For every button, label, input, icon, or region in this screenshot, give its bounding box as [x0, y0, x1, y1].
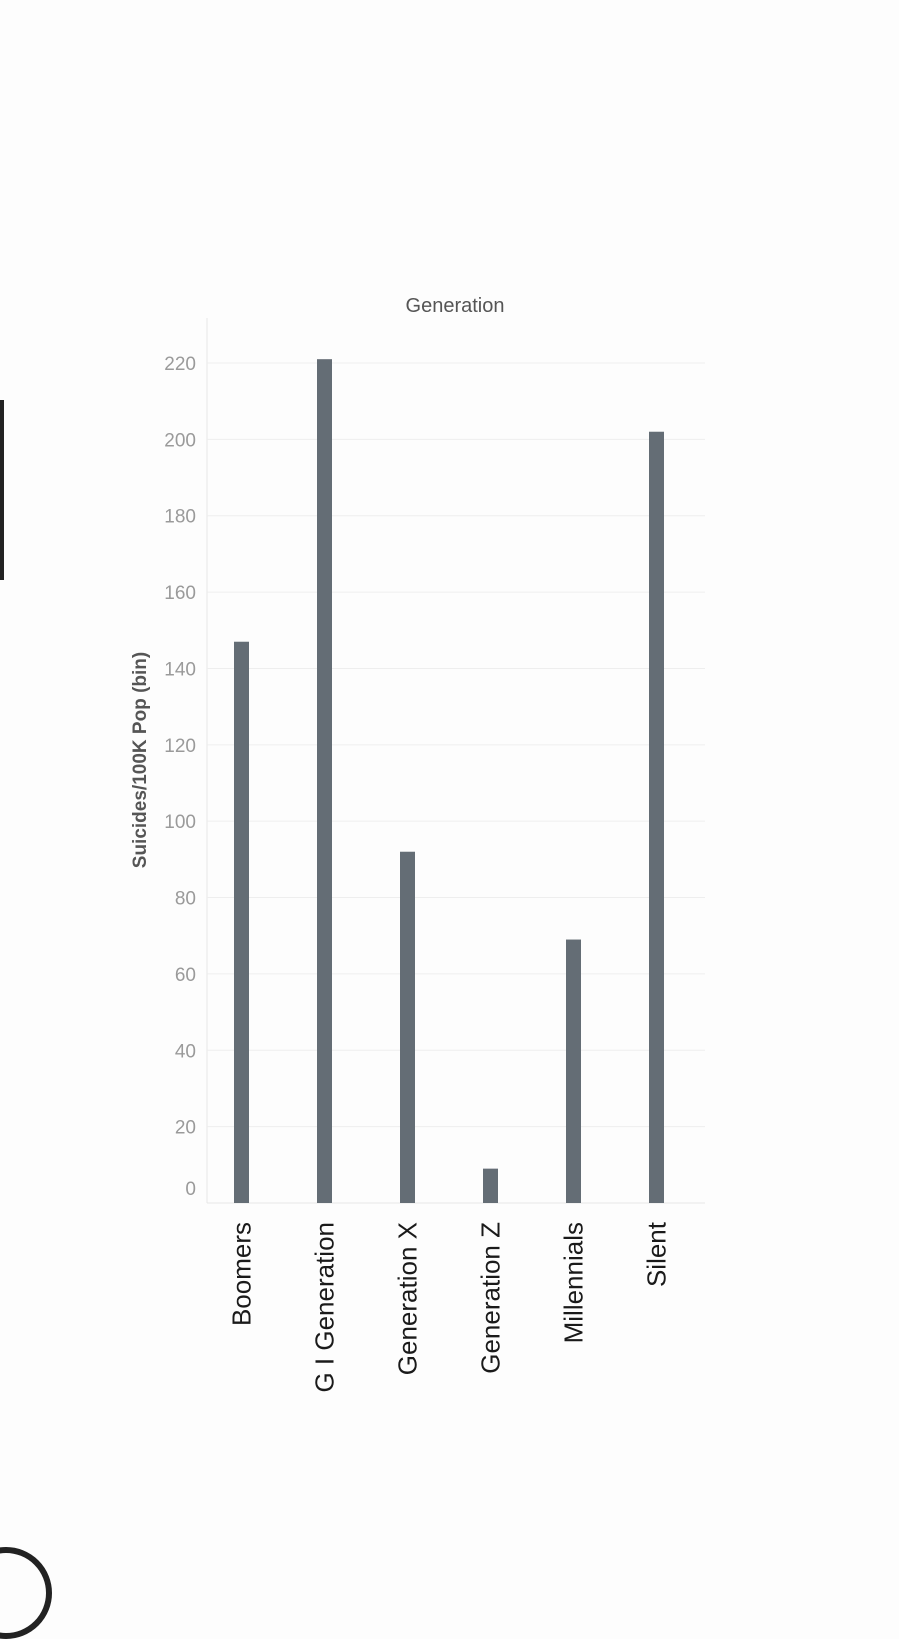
- x-category-label: Generation Z: [476, 1222, 506, 1374]
- x-category-label: Generation X: [393, 1222, 423, 1375]
- screen-edge-marker: [0, 400, 4, 580]
- chart-title: Generation: [406, 295, 505, 317]
- y-tick-label: 0: [185, 1179, 196, 1200]
- y-tick-label: 220: [164, 354, 196, 375]
- y-tick-label: 60: [175, 965, 196, 986]
- bar-chart: Generation Suicides/100K Pop (bin) 0 20 40…: [130, 295, 705, 1393]
- x-category-label: G I Generation: [310, 1222, 340, 1393]
- x-category-label: Silent: [642, 1221, 672, 1287]
- bar: [566, 939, 581, 1203]
- bars: [234, 359, 664, 1203]
- x-axis-labels: Boomers G I Generation Generation X Generat…: [227, 1221, 672, 1392]
- y-tick-label: 40: [175, 1041, 196, 1062]
- y-tick-label: 160: [164, 583, 196, 604]
- y-axis-title: Suicides/100K Pop (bin): [130, 652, 151, 868]
- y-axis-ticks: 0 20 40 60 80 100 120 140 160 180 200 220: [164, 354, 196, 1200]
- x-category-label: Millennials: [559, 1222, 589, 1343]
- bar: [234, 641, 249, 1203]
- y-tick-label: 80: [175, 889, 196, 910]
- y-tick-label: 120: [164, 736, 196, 757]
- bar: [649, 431, 664, 1203]
- grid-lines: [206, 318, 705, 1204]
- x-category-label: Boomers: [227, 1222, 257, 1326]
- bar: [317, 359, 332, 1203]
- y-tick-label: 200: [164, 430, 196, 451]
- y-tick-label: 180: [164, 507, 196, 528]
- bar: [483, 1168, 498, 1203]
- y-tick-label: 100: [164, 812, 196, 833]
- y-tick-label: 20: [175, 1118, 196, 1139]
- y-tick-label: 140: [164, 659, 196, 680]
- bar: [400, 851, 415, 1203]
